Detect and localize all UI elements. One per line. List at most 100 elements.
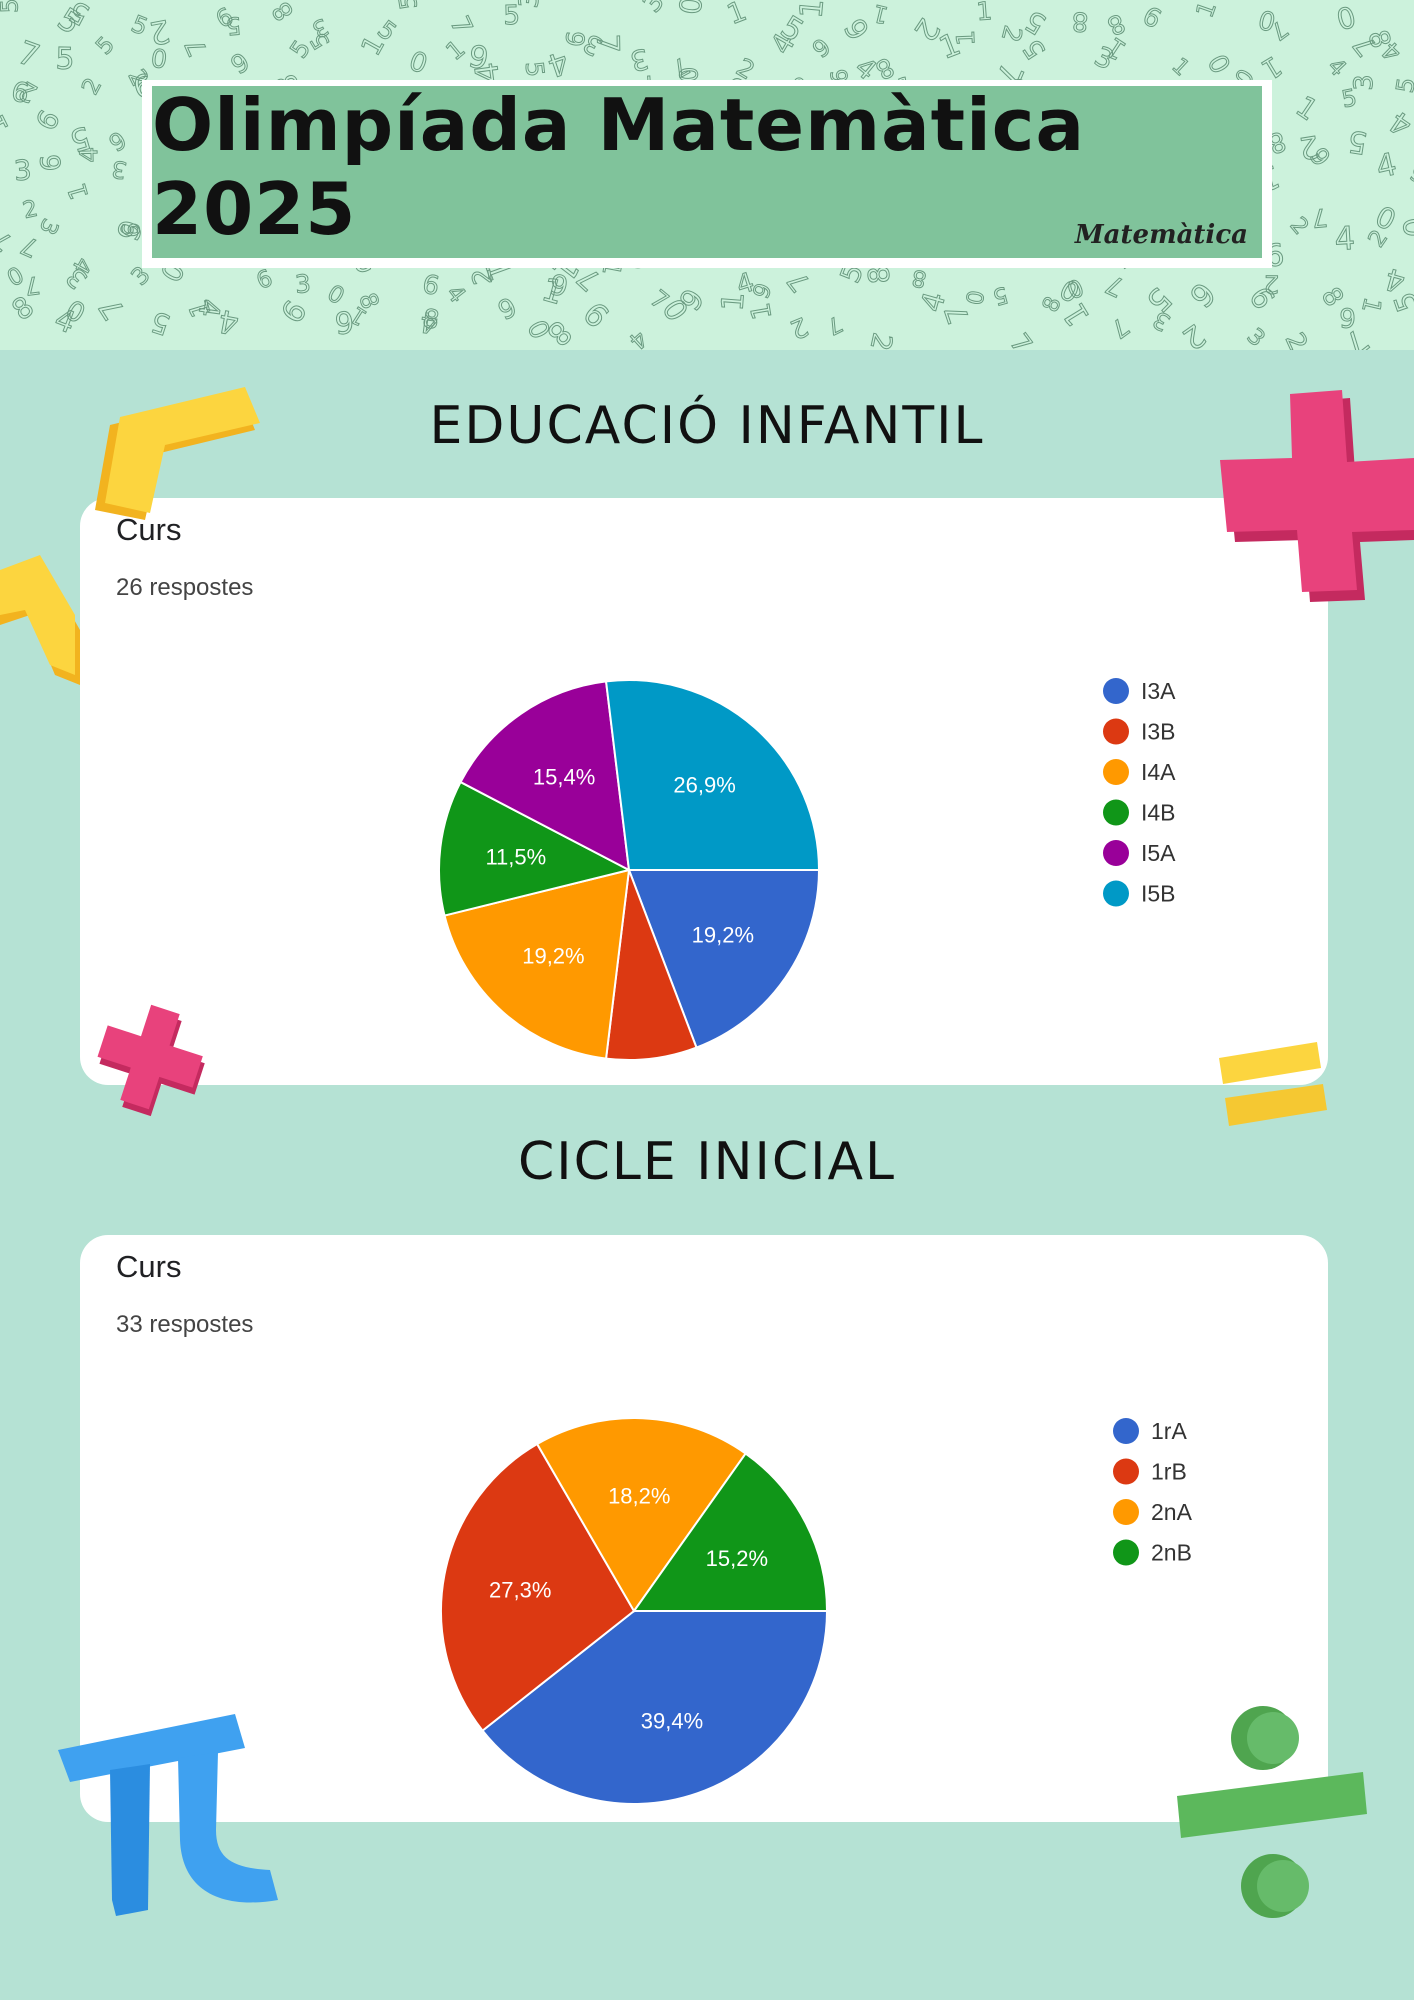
legend-swatch-2nB bbox=[1113, 1539, 1139, 1566]
pattern-digit: 6 bbox=[117, 222, 146, 238]
legend-swatch-1rB bbox=[1113, 1458, 1139, 1485]
pie-slice-2nB bbox=[632, 1452, 829, 1612]
pattern-digit: 7 bbox=[16, 230, 42, 263]
page-title: Olimpíada Matemàtica 2025 bbox=[152, 83, 1086, 251]
pattern-digit: 7 bbox=[822, 310, 846, 339]
legend-swatch-2nA bbox=[1113, 1499, 1139, 1525]
pattern-digit: 1 bbox=[793, 0, 831, 20]
slice-label-I5A: 15,4% bbox=[533, 764, 595, 789]
plus-icon bbox=[97, 1004, 205, 1117]
pattern-digit: 7 bbox=[180, 33, 214, 60]
pattern-digit: 5 bbox=[55, 42, 74, 77]
pattern-digit: 7 bbox=[23, 270, 42, 300]
pattern-digit: 0 bbox=[405, 45, 431, 80]
pattern-digit: 2 bbox=[77, 74, 107, 99]
plus-icon bbox=[1220, 390, 1414, 602]
card-title: Curs bbox=[116, 1249, 182, 1284]
pattern-digit: 6 bbox=[225, 46, 254, 79]
pattern-digit: 8 bbox=[420, 304, 441, 336]
pattern-digit: 8 bbox=[910, 264, 929, 292]
legend-label-1rB: 1rB bbox=[1151, 1459, 1187, 1485]
pattern-digit: 1 bbox=[441, 35, 471, 66]
legend-label-I3A: I3A bbox=[1141, 678, 1176, 704]
pattern-digit: 1 bbox=[0, 110, 15, 142]
legend-label-2nB: 2nB bbox=[1151, 1540, 1192, 1566]
legend-swatch-I5B bbox=[1103, 880, 1129, 907]
slice-label-1rB: 27,3% bbox=[489, 1577, 551, 1602]
response-count: 33 respostes bbox=[116, 1311, 254, 1338]
pattern-digit: 9 bbox=[1407, 15, 1414, 55]
pattern-digit: 5 bbox=[1345, 123, 1369, 161]
pie-slice-I5A bbox=[459, 680, 631, 872]
pattern-digit: 1 bbox=[870, 0, 891, 29]
legend-label-I5B: I5B bbox=[1141, 881, 1176, 907]
legend-label-I3B: I3B bbox=[1141, 719, 1176, 745]
pie-slice-1rB bbox=[440, 1442, 636, 1733]
pattern-digit: 8 bbox=[1071, 5, 1089, 36]
legend-label-I5A: I5A bbox=[1141, 840, 1176, 866]
pattern-digit: 7 bbox=[444, 12, 478, 40]
pattern-digit: 7 bbox=[1105, 312, 1135, 345]
pattern-digit: 9 bbox=[1405, 160, 1414, 190]
pattern-digit: 7 bbox=[93, 291, 133, 326]
pattern-digit: 1 bbox=[723, 0, 751, 31]
pie-chart-infantil: 19,2% 19,2% 11,5% 15,4% 26,9% I3A I3B I4A I4B I5A… bbox=[438, 678, 1176, 1061]
section-title-cicle-inicial: CICLE INICIAL bbox=[517, 1132, 897, 1192]
legend-swatch-I4A bbox=[1103, 759, 1129, 785]
slice-label-I4B: 11,5% bbox=[485, 844, 546, 869]
pie-slice-I4A bbox=[443, 868, 631, 1060]
pattern-digit: 1 bbox=[975, 0, 993, 26]
pattern-digit: 5 bbox=[147, 304, 174, 341]
pattern-digit: 6 bbox=[1182, 275, 1222, 314]
pattern-digit: 9 bbox=[494, 293, 522, 327]
pattern-digit: 8 bbox=[266, 0, 299, 26]
pattern-digit: 2 bbox=[864, 330, 898, 350]
pattern-digit: 4 bbox=[418, 305, 440, 340]
pattern-digit: 1 bbox=[1356, 295, 1387, 316]
pattern-digit: 7 bbox=[1003, 328, 1037, 350]
pattern-digit: 0 bbox=[960, 288, 988, 306]
pattern-digit: 2 bbox=[1285, 212, 1314, 240]
pattern-digit: 6 bbox=[253, 265, 276, 295]
pie-slice-I3B bbox=[604, 869, 698, 1061]
pattern-digit: 7 bbox=[782, 265, 817, 298]
pattern-digit: 9 bbox=[1139, 0, 1167, 33]
pie-slice-1rA bbox=[481, 1610, 829, 1805]
pattern-digit: 6 bbox=[104, 125, 132, 157]
pattern-digit: 3 bbox=[13, 155, 33, 187]
card-title: Curs bbox=[116, 512, 182, 547]
equals-icon bbox=[1219, 1042, 1327, 1126]
pattern-digit: 0 bbox=[1333, 0, 1359, 37]
pattern-digit: 6 bbox=[29, 105, 66, 136]
legend-label-1rA: 1rA bbox=[1151, 1418, 1187, 1444]
slice-label-I5B: 26,9% bbox=[673, 773, 735, 798]
pattern-digit: 3 bbox=[1242, 323, 1270, 350]
legend-swatch-I3A bbox=[1103, 678, 1129, 704]
pattern-digit: 5 bbox=[520, 60, 551, 79]
pattern-digit: 2 bbox=[1263, 270, 1279, 299]
legend-label-I4A: I4A bbox=[1141, 759, 1176, 785]
legend-label-2nA: 2nA bbox=[1151, 1499, 1193, 1525]
pattern-digit: 3 bbox=[637, 0, 670, 18]
title-frame: Olimpíada Matemàtica 2025 Matemàtica bbox=[142, 80, 1272, 268]
pattern-digit: 0 bbox=[1395, 216, 1414, 239]
pie-slice-I5B bbox=[604, 679, 821, 871]
pattern-digit: 4 bbox=[74, 147, 103, 163]
pattern-digit: 8 bbox=[862, 264, 897, 286]
pattern-digit: 2 bbox=[1279, 328, 1313, 350]
pattern-digit: 7 bbox=[1311, 203, 1329, 233]
pi-icon bbox=[58, 1714, 278, 1916]
pattern-digit: 1 bbox=[746, 300, 778, 322]
pattern-digit: 1 bbox=[62, 180, 94, 203]
pattern-digit: 6 bbox=[275, 295, 315, 330]
pattern-digit: 4 bbox=[1322, 53, 1351, 81]
pattern-digit: 4 bbox=[624, 325, 652, 350]
pattern-digit: 5 bbox=[1340, 85, 1359, 113]
pattern-digit: 3 bbox=[514, 0, 545, 9]
pattern-digit: 4 bbox=[192, 297, 227, 319]
pattern-digit: 2 bbox=[20, 196, 40, 225]
section-title-infantil: EDUCACIÓ INFANTIL bbox=[429, 396, 985, 456]
pattern-digit: 2 bbox=[1176, 317, 1212, 350]
legend-swatch-I4B bbox=[1103, 799, 1129, 826]
chart-card-infantil: Curs 26 respostes 19,2% 19,2% 11,5% 15,4% 26… bbox=[80, 498, 1328, 1085]
